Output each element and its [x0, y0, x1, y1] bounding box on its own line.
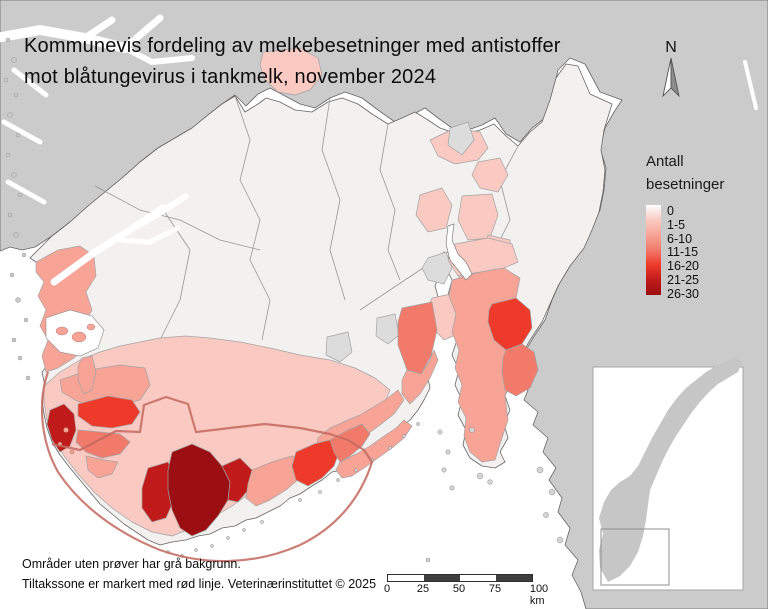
municipality-region	[329, 423, 371, 463]
municipality-region	[325, 331, 353, 363]
north-arrow-label: N	[665, 39, 677, 56]
scale-bar: 0 25 50 75 100 km	[383, 574, 548, 607]
legend-label: 11-15	[667, 245, 699, 260]
municipality-region	[77, 395, 141, 429]
municipality-region	[221, 457, 253, 503]
legend-title-line2: besetninger	[646, 176, 725, 193]
scale-bar-tick: 50	[452, 583, 466, 595]
inset-map	[592, 356, 744, 591]
scale-bar-tick: 0	[383, 583, 391, 595]
south-coast-skerries	[166, 422, 564, 563]
municipality-region	[259, 47, 323, 96]
legend-title-line1: Antall	[646, 153, 684, 170]
scale-bar-track	[387, 574, 533, 582]
legend-label: 6-10	[667, 231, 693, 246]
municipality-region	[291, 439, 341, 487]
municipality-region	[447, 121, 475, 156]
inset-extent-rectangle	[600, 528, 670, 586]
legend: Antall besetninger 0 1-5 6-10 11-15 16-2…	[646, 150, 724, 302]
legend-label: 21-25	[667, 272, 699, 287]
map-title: Kommunevis fordeling av melkebesetninger…	[24, 31, 561, 93]
legend-label: 1-5	[667, 217, 686, 232]
footnote-line2: Tiltakssone er markert med rød linje. Ve…	[22, 577, 377, 591]
legend-label: 16-20	[667, 259, 699, 274]
map-title-line2: mot blåtungevirus i tankmelk, november 2…	[24, 66, 437, 88]
scale-bar-tick: 25	[416, 583, 430, 595]
municipality-regions	[35, 47, 539, 537]
scale-bar-tick: 75	[488, 583, 502, 595]
fjords-west	[50, 193, 189, 286]
map-title-line1: Kommunevis fordeling av melkebesetninger…	[24, 35, 561, 57]
municipality-region	[421, 251, 453, 285]
boknafjord	[45, 309, 105, 357]
municipality-region	[75, 429, 131, 459]
scale-bar-end-label: 100 km	[529, 583, 549, 607]
municipality-region	[471, 157, 509, 193]
legend-labels: 0 1-5 6-10 11-15 16-20 21-25 26-30	[667, 204, 699, 302]
legend-label: 0	[667, 204, 674, 218]
footnote-line1: Områder uten prøver har grå bakgrunn.	[22, 557, 241, 571]
municipality-region	[85, 455, 119, 479]
municipality-region	[375, 313, 400, 345]
lake-mjosa	[445, 223, 473, 281]
legend-label: 26-30	[667, 286, 699, 301]
north-arrow-icon: N	[662, 39, 680, 98]
municipality-region	[167, 443, 231, 537]
municipality-region	[501, 343, 539, 397]
municipality-region	[46, 403, 77, 453]
archipelago-specks	[3, 37, 31, 381]
inset-norway-silhouette	[599, 356, 742, 582]
municipality-region	[415, 187, 453, 233]
municipality-region	[335, 419, 413, 479]
tiltakssone-line	[40, 371, 374, 563]
footnotes: Områder uten prøver har grå bakgrunn. Ti…	[22, 554, 376, 594]
fjords-north	[0, 14, 758, 205]
legend-gradient-bar	[646, 205, 661, 295]
municipality-region	[401, 349, 439, 405]
